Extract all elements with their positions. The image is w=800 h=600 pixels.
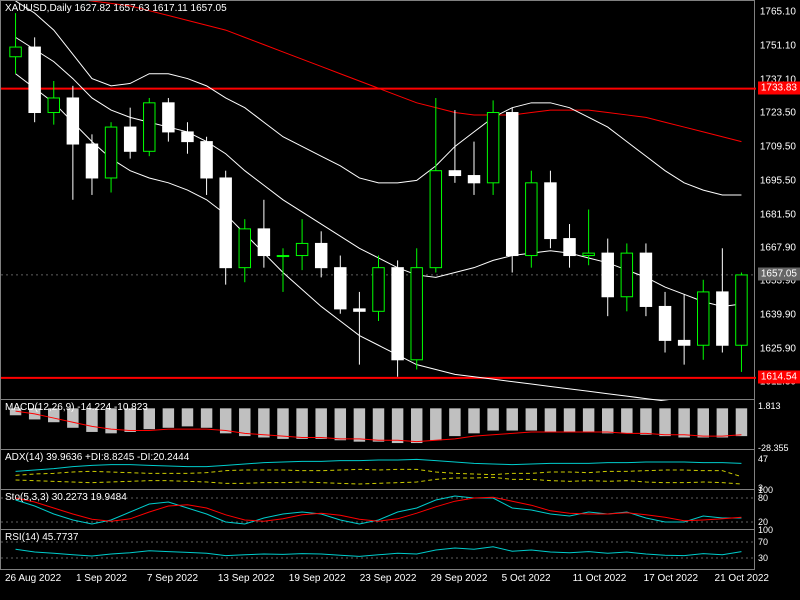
chart-container: XAUUSD,Daily 1627.82 1657.63 1617.11 165…: [0, 0, 800, 600]
symbol-header: XAUUSD,Daily 1627.82 1657.63 1617.11 165…: [5, 3, 227, 14]
ohlc-values: 1627.82 1657.63 1617.11 1657.05: [74, 3, 226, 14]
macd-panel[interactable]: MACD(12,26,9) -14.224 -10.823: [0, 400, 755, 450]
rsi-label: RSI(14) 45.7737: [5, 532, 78, 543]
price-y-axis: 1765.101751.101737.101723.501709.501695.…: [755, 0, 800, 400]
stoch-label: Sto(5,3,3) 30.2273 19.9484: [5, 492, 127, 503]
x-axis: 26 Aug 20221 Sep 20227 Sep 202213 Sep 20…: [0, 570, 800, 586]
main-price-panel[interactable]: XAUUSD,Daily 1627.82 1657.63 1617.11 165…: [0, 0, 755, 400]
main-chart-svg: [1, 1, 756, 401]
macd-label: MACD(12,26,9) -14.224 -10.823: [5, 402, 148, 413]
symbol-name: XAUUSD,Daily: [5, 3, 72, 14]
rsi-svg: [1, 530, 756, 570]
rsi-panel[interactable]: RSI(14) 45.7737: [0, 530, 755, 570]
stoch-panel[interactable]: Sto(5,3,3) 30.2273 19.9484: [0, 490, 755, 530]
adx-label: ADX(14) 39.9636 +DI:8.8245 -DI:20.2444: [5, 452, 189, 463]
adx-panel[interactable]: ADX(14) 39.9636 +DI:8.8245 -DI:20.2444: [0, 450, 755, 490]
